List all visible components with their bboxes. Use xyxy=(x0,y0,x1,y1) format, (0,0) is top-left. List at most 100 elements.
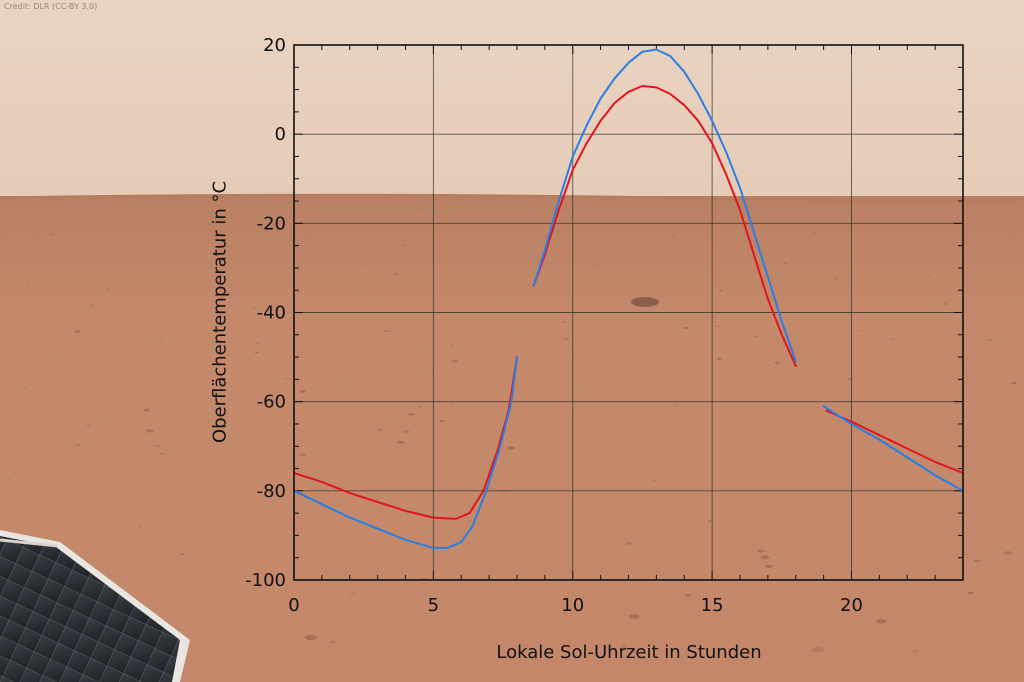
rock xyxy=(13,472,17,474)
rock xyxy=(451,359,458,363)
rock xyxy=(927,274,932,277)
rock xyxy=(973,559,980,563)
rock xyxy=(484,256,487,258)
x-tick-label: 15 xyxy=(701,595,724,616)
rock xyxy=(180,552,186,556)
rock xyxy=(74,330,81,333)
rock xyxy=(964,373,967,375)
rock xyxy=(525,644,528,646)
plot-area: 20 0 -20 -40 -60 -80 -100 0 5 10 15 20 xyxy=(245,35,964,616)
x-tick-label: 20 xyxy=(840,595,863,616)
rock xyxy=(392,417,395,419)
rock xyxy=(289,312,292,313)
rock xyxy=(254,307,258,309)
rock xyxy=(507,217,510,219)
rock xyxy=(1021,271,1024,272)
y-tick-label: -60 xyxy=(257,392,286,413)
y-tick-label: -40 xyxy=(257,303,286,324)
rock xyxy=(652,480,657,482)
rock xyxy=(51,356,55,358)
y-tick-labels: 20 0 -20 -40 -60 -80 -100 xyxy=(245,35,286,591)
y-tick-label: -80 xyxy=(257,481,286,502)
ground xyxy=(0,196,1024,682)
rock xyxy=(707,520,712,522)
rock xyxy=(254,351,259,354)
rock xyxy=(299,453,307,457)
rock xyxy=(579,388,582,390)
rock xyxy=(715,325,720,328)
credit-text: Credit: DLR (CC-BY 3.0) xyxy=(4,2,98,11)
rock xyxy=(978,261,981,263)
x-tick-label: 5 xyxy=(428,595,439,616)
rock xyxy=(304,634,317,641)
horizon xyxy=(0,193,1024,202)
rock xyxy=(506,446,515,450)
rock xyxy=(805,207,808,209)
rock xyxy=(628,614,640,619)
rock xyxy=(912,650,918,653)
rock xyxy=(100,423,104,424)
rock xyxy=(164,211,167,213)
rock xyxy=(359,264,363,266)
rock xyxy=(561,332,564,334)
rock xyxy=(27,284,30,286)
rock xyxy=(463,216,466,218)
x-tick-label: 10 xyxy=(561,595,584,616)
rock xyxy=(419,405,423,408)
rock xyxy=(717,357,723,360)
rock xyxy=(450,404,453,406)
rock xyxy=(987,338,993,341)
rock xyxy=(497,204,500,206)
rock xyxy=(337,383,340,385)
rock xyxy=(6,443,9,444)
rock xyxy=(37,231,40,233)
solar-panel xyxy=(0,530,190,682)
rock xyxy=(138,527,142,529)
rock xyxy=(75,444,81,447)
rock xyxy=(329,640,337,644)
x-tick-labels: 0 5 10 15 20 xyxy=(288,595,863,616)
rock xyxy=(813,232,817,234)
plot-frame xyxy=(293,44,964,581)
rock xyxy=(170,226,173,228)
rock xyxy=(335,218,337,220)
rock xyxy=(577,248,581,250)
rock xyxy=(1,231,5,233)
rock xyxy=(625,542,633,545)
series-line-blue xyxy=(293,356,518,549)
rock xyxy=(90,304,95,306)
rock xyxy=(402,429,410,434)
rock xyxy=(811,221,814,223)
y-tick-label: -20 xyxy=(257,213,286,234)
rock xyxy=(22,387,27,389)
rock xyxy=(620,645,627,648)
rock xyxy=(757,549,765,553)
rock xyxy=(1008,232,1011,234)
rock xyxy=(684,326,690,329)
rock xyxy=(765,564,773,568)
rock xyxy=(397,440,405,444)
rock xyxy=(283,377,288,380)
rock xyxy=(376,208,379,210)
rock xyxy=(970,252,973,254)
rock xyxy=(310,236,313,238)
rock xyxy=(573,354,576,356)
rock xyxy=(154,444,161,448)
rock xyxy=(350,592,356,595)
rock xyxy=(146,429,154,433)
series-lines xyxy=(293,48,964,549)
rock xyxy=(685,594,691,597)
rock xyxy=(49,233,53,235)
series-line-red xyxy=(825,409,964,474)
rock xyxy=(847,377,854,381)
rock xyxy=(576,206,579,208)
rock xyxy=(316,205,319,207)
rock xyxy=(255,296,258,298)
sky xyxy=(0,0,1024,200)
rock xyxy=(158,341,163,343)
rock xyxy=(967,591,974,595)
rock xyxy=(904,251,907,254)
rock xyxy=(299,390,306,393)
